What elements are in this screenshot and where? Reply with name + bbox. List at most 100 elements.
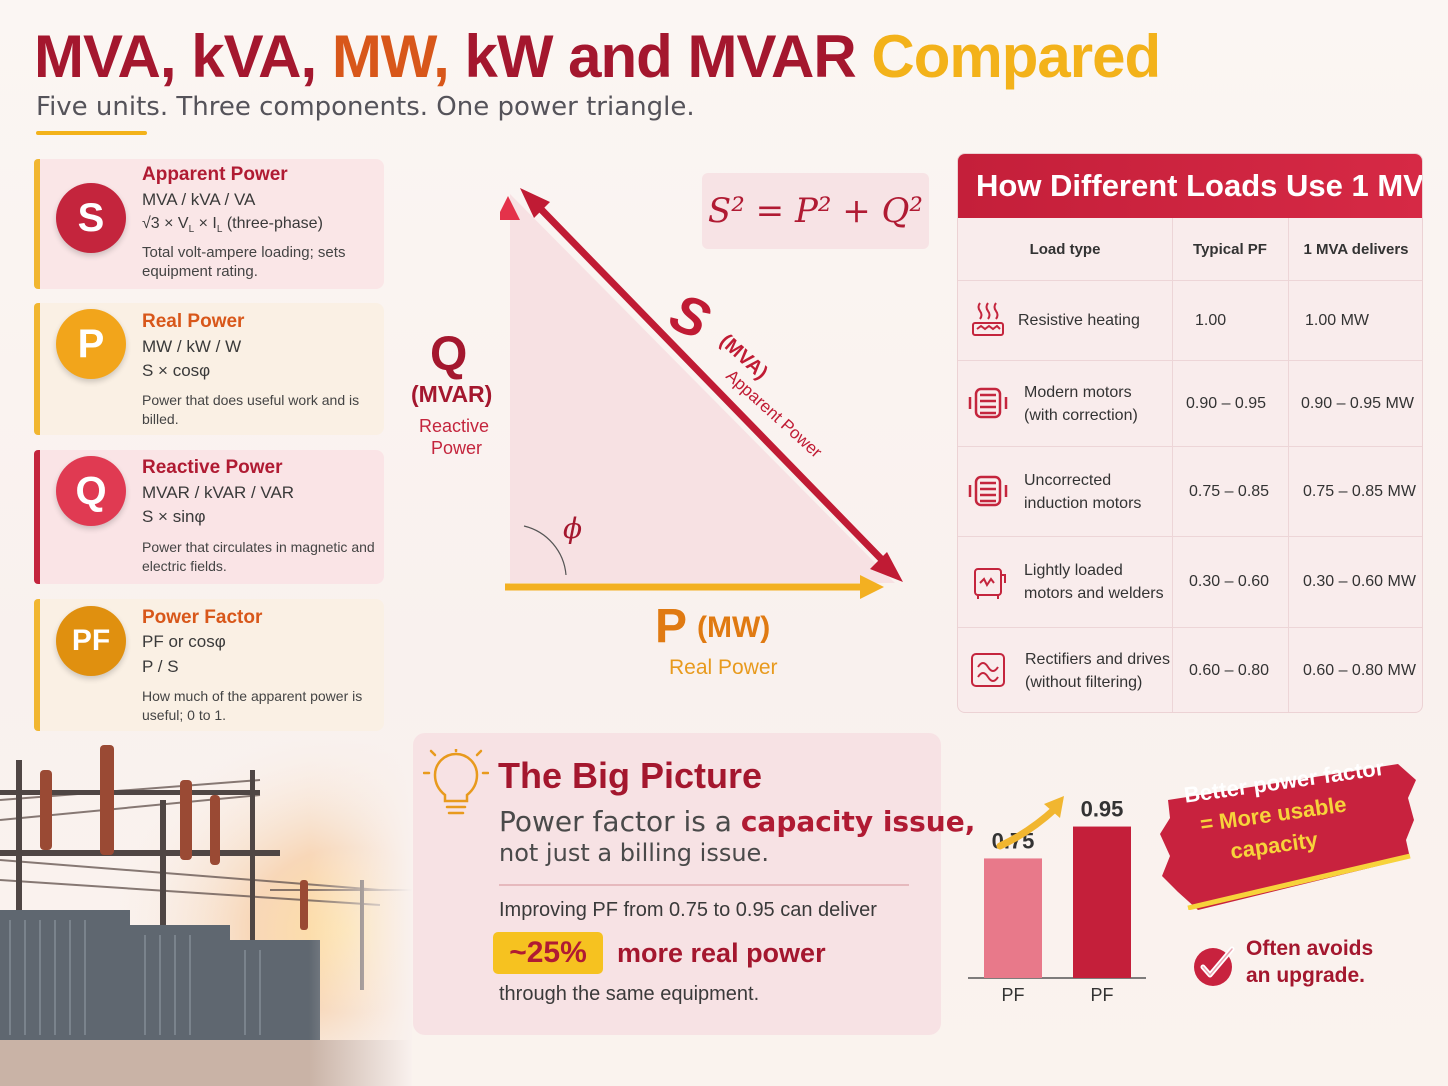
card-desc: Total volt-ampere loading; sets equipmen… [142,244,346,280]
card-apparent-power: S Apparent Power MVA / kVA / VA √3 × VL … [34,159,384,289]
load-type-cell: Resistive heating [1018,311,1140,329]
table-row: Resistive heating 1.00 1.00 MW [958,280,1422,360]
power-triangle [500,188,903,599]
page-subtitle: Five units. Three components. One power … [36,92,695,122]
brush-stroke-background [1160,764,1416,910]
card-accent-bar [34,450,40,584]
table-divider [1288,218,1289,712]
p-name: Real Power [669,656,778,679]
welder-icon [974,568,1006,599]
p-unit: (MW) [697,611,771,644]
card-formula: S × sinφ [142,507,206,526]
lightbulb-icon [423,749,489,815]
card-real-power: P Real Power MW / kW / W S × cosφ Power … [34,303,384,435]
page-title: MVA, kVA, MW, kW and MVAR Compared [34,23,1161,90]
q-name-1: Reactive [419,416,490,436]
table-row: Lightly loaded motors and welders 0.30 –… [958,536,1422,627]
pf-cell: 0.90 – 0.95 [1186,394,1267,412]
divider [499,884,909,886]
card-accent-bar [34,159,40,289]
motor-icon [968,475,1008,507]
card-accent-bar [34,303,40,435]
load-type-cell: Lightly loaded motors and welders [1024,562,1164,602]
card-units: PF or cosφ [142,632,226,651]
increase-arrowhead [1044,796,1064,818]
category-label-0: PF [1001,985,1024,1005]
load-type-cell: Uncorrected induction motors [1024,471,1142,512]
delivers-cell: 0.60 – 0.80 MW [1303,662,1416,679]
card-title: Apparent Power [142,164,288,185]
card-accent-bar [34,599,40,731]
power-formula: S² = P² + Q² [702,173,929,249]
triangle-fill [510,194,895,583]
big-picture-title: The Big Picture [498,755,763,796]
load-table: How Different Loads Use 1 MVA Load type … [957,153,1423,713]
table-row: Modern motors (with correction) 0.90 – 0… [958,360,1422,446]
q-name-2: Power [431,438,483,458]
card-formula: P / S [142,657,179,676]
delivers-cell: 0.30 – 0.60 MW [1303,573,1416,590]
card-reactive-power: Q Reactive Power MVAR / kVAR / VAR S × s… [34,450,384,584]
card-desc: Power that circulates in magnetic and el… [142,539,375,574]
q-letter: Q [430,328,468,381]
delivers-cell: 0.90 – 0.95 MW [1301,394,1414,412]
more-real-power-label: more real power [617,938,826,968]
angle-phi: ϕ [563,512,583,545]
card-units: MVA / kVA / VA [142,190,256,209]
card-desc: Power that does useful work and is bille… [142,392,360,427]
table-header-load: Load type [1029,240,1101,258]
pf-cell: 0.75 – 0.85 [1189,482,1270,500]
table-header-delivers: 1 MVA delivers [1303,240,1409,258]
big-picture-box: The Big Picture Power factor is a capaci… [413,733,975,1035]
s-arrowhead-bottom [870,552,903,582]
card-formula: S × cosφ [142,361,211,380]
rectifier-icon [971,653,1005,687]
checkmark-icon [1194,946,1235,986]
hypotenuse-s [529,197,893,571]
pf-cell: 0.60 – 0.80 [1189,662,1270,679]
s-arrowhead-top [520,188,550,218]
card-title: Reactive Power [142,457,283,478]
card-units: MW / kW / W [142,337,242,356]
subtitle-underline [36,131,147,135]
p-arrowhead [860,575,884,599]
bar-1 [1073,826,1131,978]
card-title: Power Factor [142,607,263,628]
big-picture-line-4: through the same equipment. [499,983,760,1005]
load-type-cell: Rectifiers and drives (without filtering… [1025,651,1170,691]
card-formula: √3 × VL × IL (three-phase) [142,215,323,236]
card-desc: How much of the apparent power is useful… [142,688,363,723]
table-title: How Different Loads Use 1 MVA [958,154,1422,218]
q-unit: (MVAR) [411,381,493,407]
badge-q: Q [56,456,126,526]
card-title: Real Power [142,311,245,332]
load-type-cell: Modern motors (with correction) [1024,383,1138,424]
pf-cell: 0.30 – 0.60 [1189,573,1270,590]
increase-arrow [996,804,1060,850]
badge-pf: PF [56,606,126,676]
pf-cell: 1.00 [1195,311,1227,329]
data-label-1: 0.95 [1081,797,1124,822]
big-picture-line-2: not just a billing issue. [499,839,769,867]
card-units: MVAR / kVAR / VAR [142,483,295,502]
avoid-upgrade-text: Often avoids an upgrade. [1246,937,1374,987]
heater-icon [972,302,1004,336]
p-letter: P [655,600,688,653]
q-arrowhead [500,196,520,220]
highlight-badge: ~25% [493,932,603,974]
badge-s: S [56,183,126,253]
card-power-factor: PF Power Factor PF or cosφ P / S How muc… [34,599,384,731]
motor-icon [968,387,1008,419]
big-picture-line-3: Improving PF from 0.75 to 0.95 can deliv… [499,899,877,921]
delivers-cell: 1.00 MW [1305,311,1370,329]
badge-p: P [56,309,126,379]
table-divider [1172,218,1173,712]
angle-arc [523,525,567,576]
big-picture-line-1: Power factor is a capacity issue, [499,805,976,838]
table-row: Rectifiers and drives (without filtering… [958,627,1422,712]
substation-illustration [0,740,412,1086]
table-row: Uncorrected induction motors 0.75 – 0.85… [958,446,1422,536]
delivers-cell: 0.75 – 0.85 MW [1303,482,1416,500]
table-header-pf: Typical PF [1193,240,1267,258]
